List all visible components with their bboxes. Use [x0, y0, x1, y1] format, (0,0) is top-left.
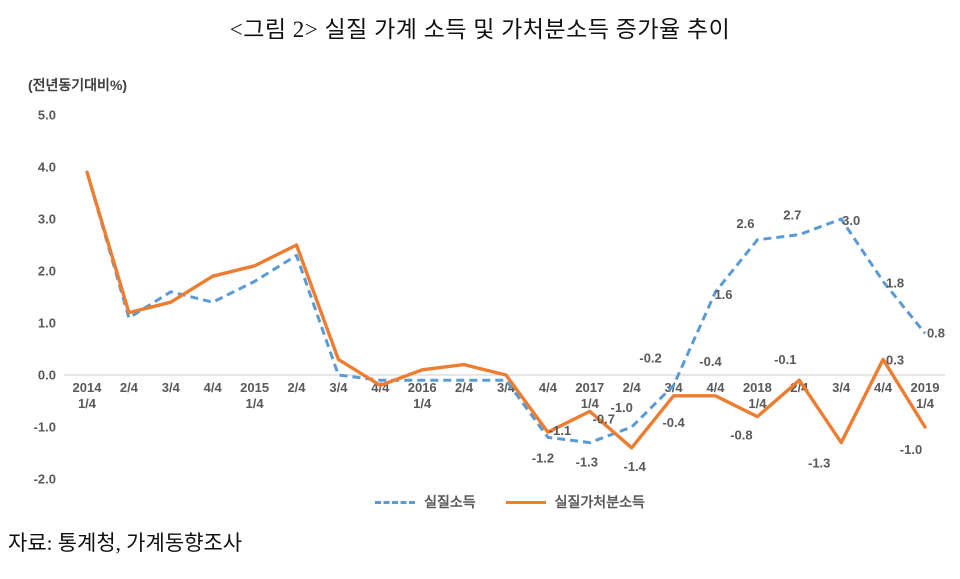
x-tick-label: 2016 1/4 — [408, 380, 437, 411]
data-label-real-disposable-income: -1.1 — [549, 423, 571, 438]
data-label-real-disposable-income: -1.3 — [808, 456, 830, 471]
data-label-real-income: 1.8 — [886, 275, 904, 290]
x-tick-label: 3/4 — [832, 380, 851, 395]
data-label-real-disposable-income: -1.4 — [623, 459, 646, 474]
data-label-real-disposable-income: -0.1 — [774, 352, 796, 367]
y-tick-label: 0.0 — [38, 368, 56, 383]
y-tick-label: 4.0 — [38, 160, 56, 175]
x-tick-label: 2/4 — [120, 380, 139, 395]
data-label-real-disposable-income: -1.0 — [900, 442, 922, 457]
chart-legend: 실질소득 실질가처분소득 — [30, 492, 960, 512]
legend-label-real-disposable-income: 실질가처분소득 — [554, 494, 645, 510]
x-tick-label: 3/4 — [162, 380, 181, 395]
series-line-real-disposable-income — [85, 170, 927, 450]
y-tick-label: 5.0 — [38, 108, 56, 123]
chart-title: <그림 2> 실질 가계 소득 및 가처분소득 증가율 추이 — [229, 17, 731, 42]
data-label-real-income: -1.0 — [610, 400, 632, 415]
data-label-real-income: 2.7 — [783, 208, 801, 223]
y-tick-label: 1.0 — [38, 316, 56, 331]
x-tick-label: 2015 1/4 — [240, 380, 269, 411]
y-tick-label: -2.0 — [34, 472, 56, 487]
data-label-real-disposable-income: 0.3 — [886, 352, 904, 367]
x-tick-label: 4/4 — [204, 380, 223, 395]
data-label-real-income: -1.2 — [532, 450, 554, 465]
data-label-real-disposable-income: -0.8 — [730, 428, 752, 443]
data-label-real-income: 0.8 — [927, 325, 945, 340]
solid-line-swatch-icon — [505, 500, 546, 504]
legend-item-real-disposable-income: 실질가처분소득 — [505, 492, 645, 512]
data-label-real-disposable-income: -0.7 — [593, 411, 615, 426]
legend-item-real-income: 실질소득 — [375, 492, 476, 512]
x-tick-label: 2019 1/4 — [911, 380, 940, 411]
x-tick-label: 2/4 — [287, 380, 306, 395]
data-label-real-income: -1.3 — [576, 455, 598, 470]
data-label-real-income: 1.6 — [714, 287, 732, 302]
x-tick-label: 4/4 — [874, 380, 893, 395]
y-tick-label: -1.0 — [34, 420, 56, 435]
y-tick-label: 3.0 — [38, 212, 56, 227]
x-tick-label: 4/4 — [706, 380, 725, 395]
x-tick-label: 2/4 — [455, 380, 474, 395]
x-tick-label: 2/4 — [623, 380, 642, 395]
data-label-real-income: -0.2 — [639, 350, 661, 365]
x-tick-label: 2014 1/4 — [73, 380, 103, 411]
data-label-real-income: 3.0 — [842, 213, 860, 228]
data-label-real-disposable-income: -0.4 — [699, 354, 722, 369]
dashed-line-swatch-icon — [375, 500, 416, 504]
data-label-real-disposable-income: -0.4 — [662, 415, 685, 430]
source-note: 자료: 통계청, 가계동향조사 — [8, 531, 243, 555]
y-axis-unit-label: (전년동기대비%) — [28, 77, 128, 93]
data-label-real-income: 2.6 — [736, 216, 754, 231]
x-tick-label: 3/4 — [329, 380, 348, 395]
x-tick-label: 2018 1/4 — [743, 380, 772, 411]
x-tick-label: 2017 1/4 — [575, 380, 604, 411]
chart-canvas: 5.0 4.0 3.0 2.0 1.0 0.0 -1.0 -2.0 2014 1/4 2/4 3/4 4… — [34, 108, 945, 487]
x-tick-label: 4/4 — [539, 380, 558, 395]
y-tick-label: 2.0 — [38, 264, 56, 279]
x-tick-label: 3/4 — [665, 380, 684, 395]
legend-label-real-income: 실질소득 — [424, 494, 476, 510]
